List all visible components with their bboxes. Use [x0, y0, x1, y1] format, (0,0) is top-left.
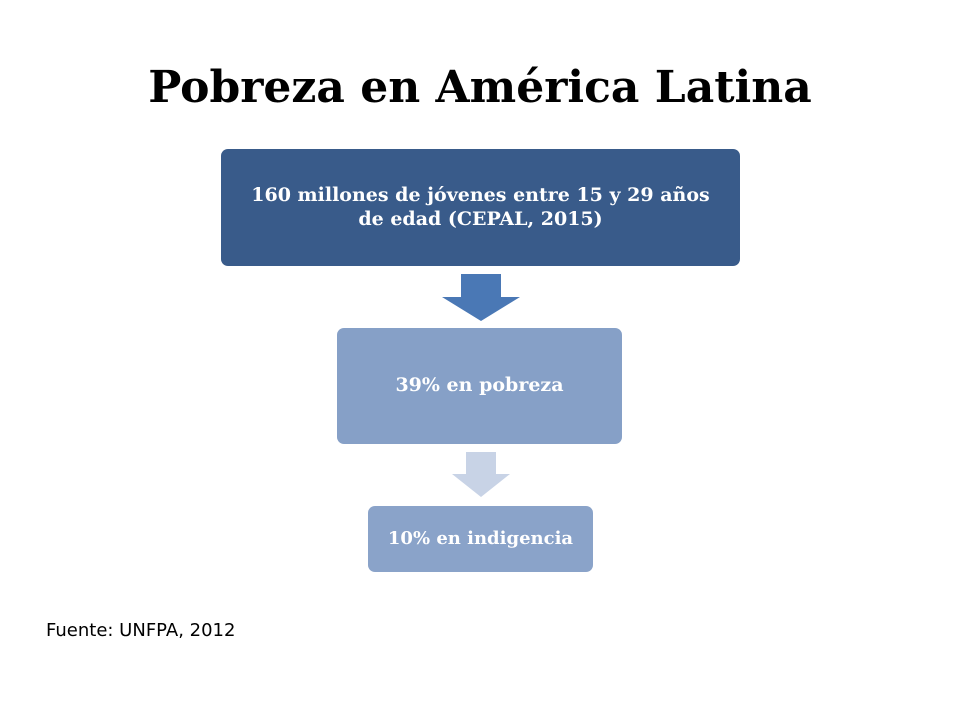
down-arrow-shape [442, 274, 520, 321]
slide-title: Pobreza en América Latina [148, 62, 812, 113]
flow-step-population-label: 160 millones de jóvenes entre 15 y 29 añ… [251, 183, 710, 230]
flow-step-poverty: 39% en pobreza [337, 328, 622, 444]
flow-step-poverty-label: 39% en pobreza [395, 374, 564, 397]
flow-step-indigence-label: 10% en indigencia [387, 527, 574, 549]
source-note: Fuente: UNFPA, 2012 [46, 620, 236, 641]
down-arrow-icon [442, 274, 520, 321]
down-arrow-shape [452, 452, 510, 497]
down-arrow-icon [452, 452, 510, 497]
flow-step-population: 160 millones de jóvenes entre 15 y 29 añ… [221, 149, 740, 266]
flow-step-indigence: 10% en indigencia [368, 506, 593, 572]
